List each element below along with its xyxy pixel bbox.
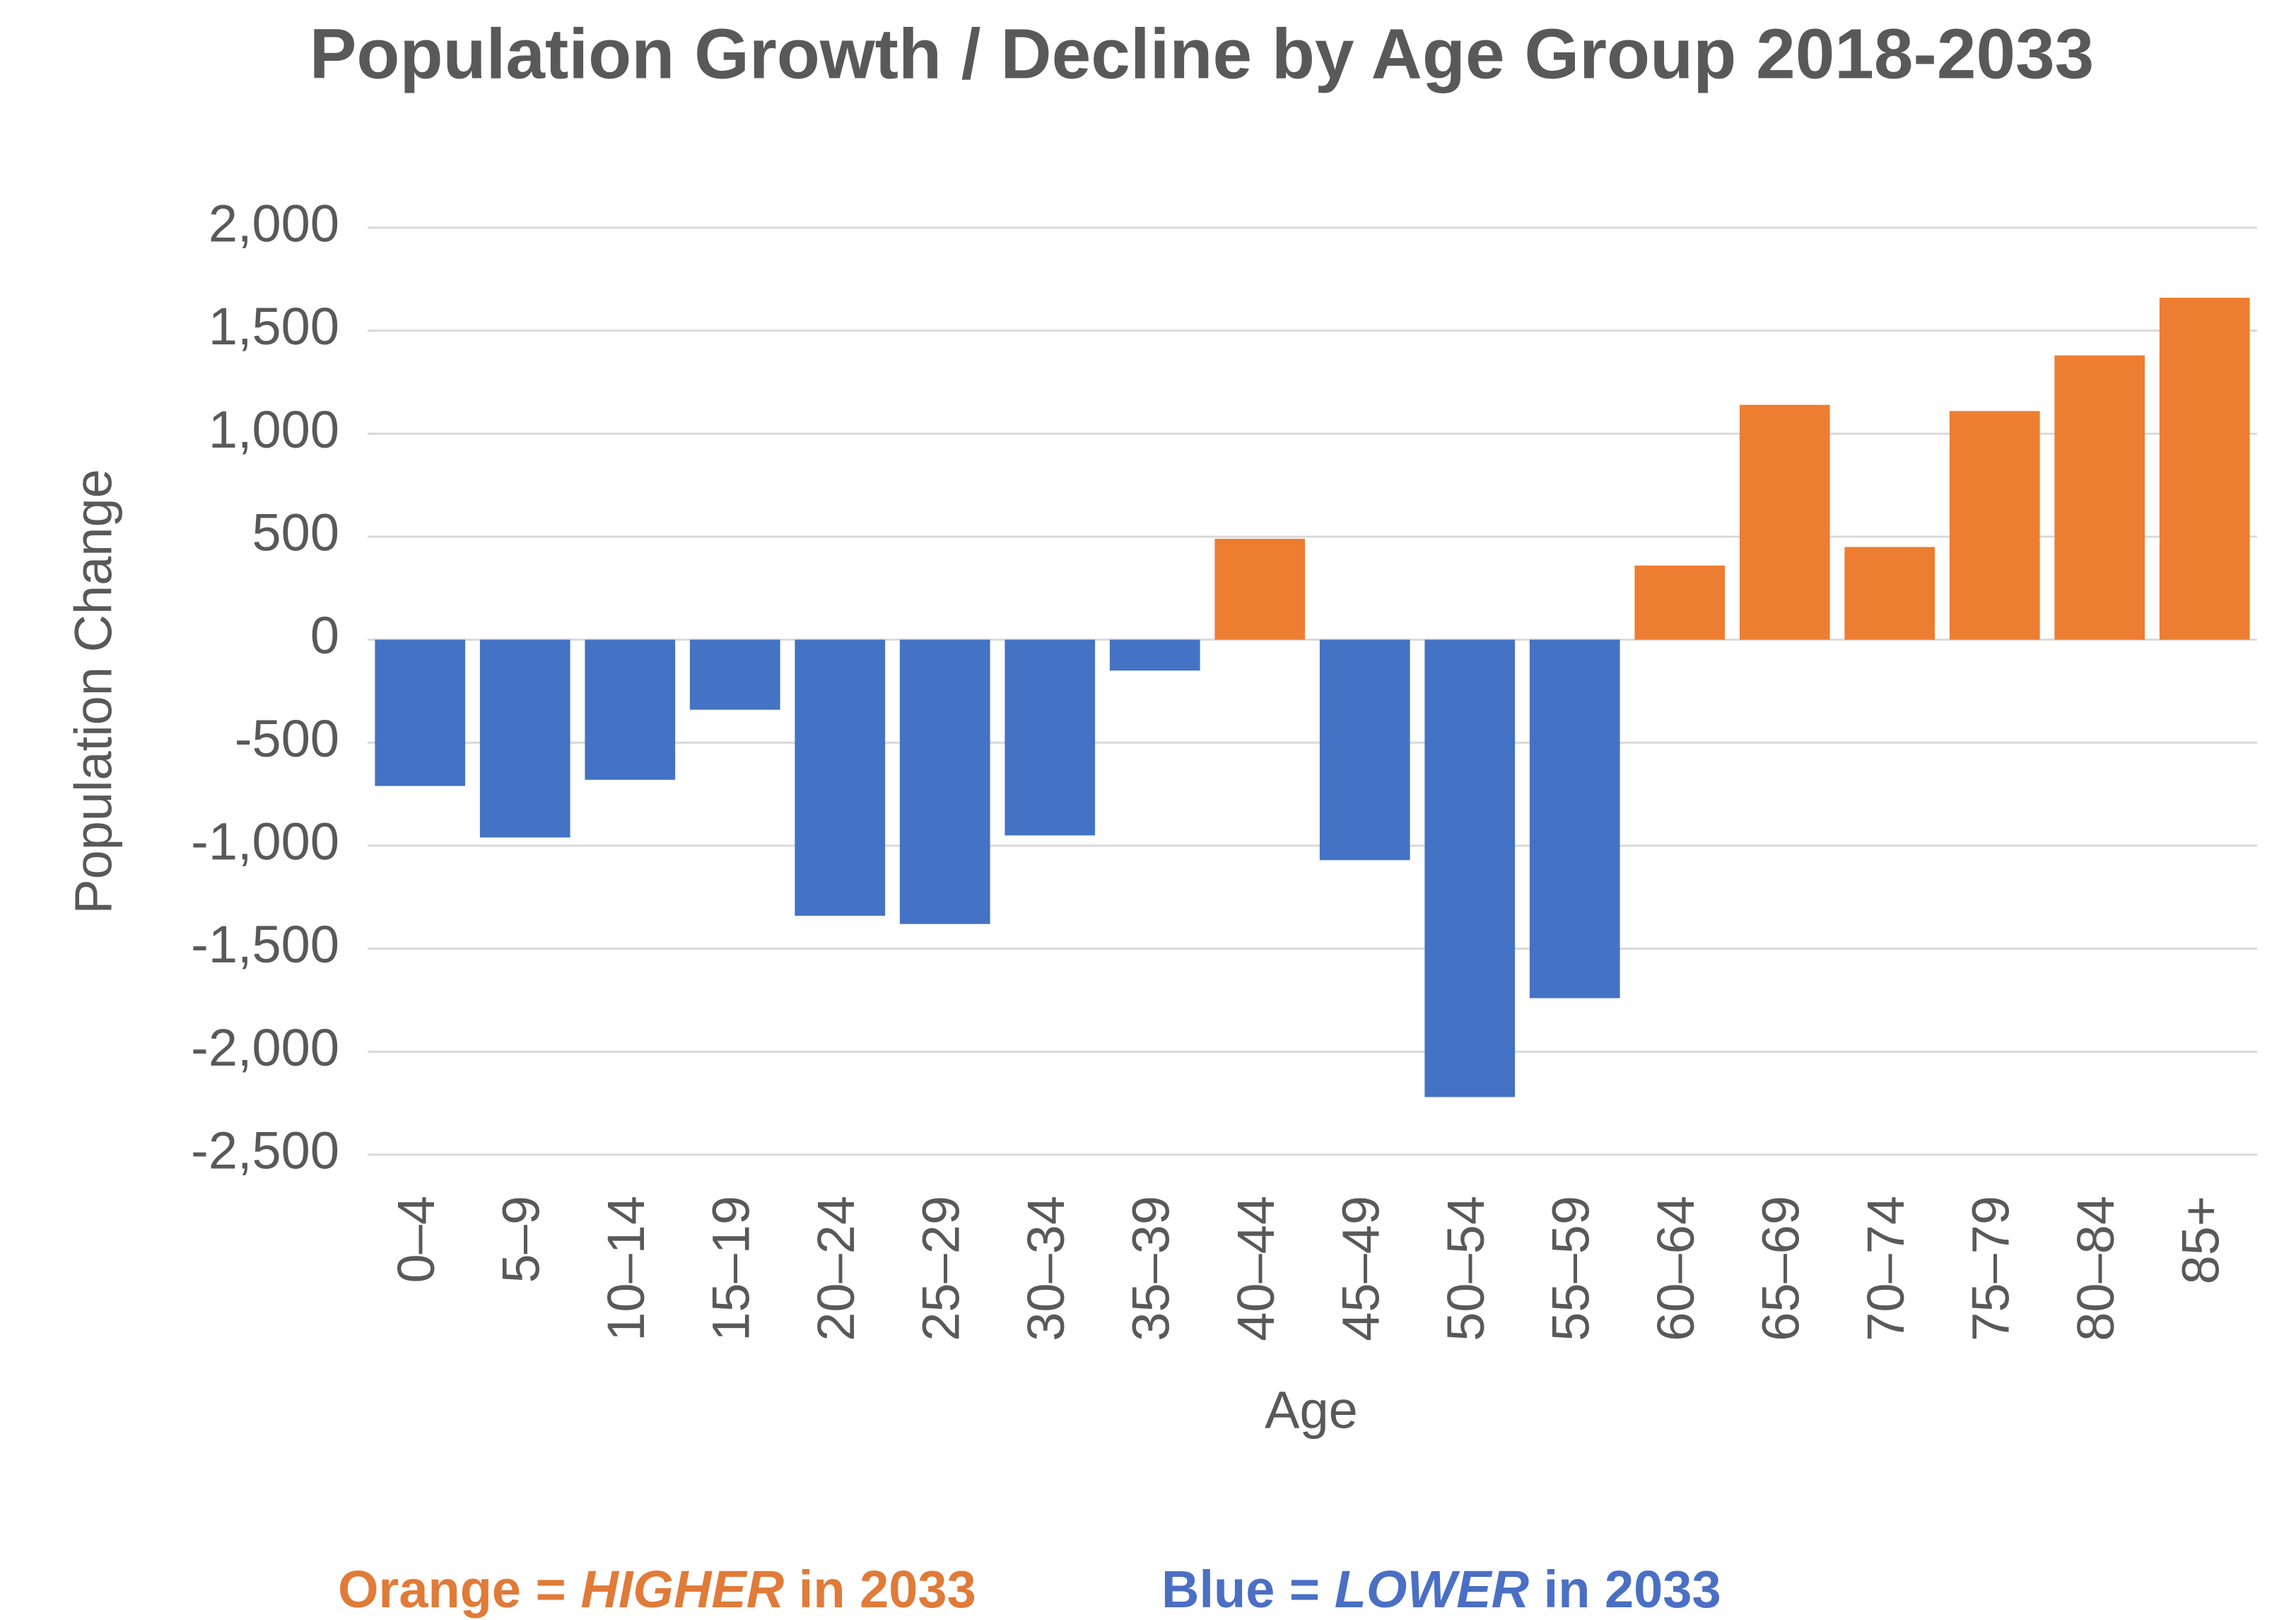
legend-note-part: HIGHER	[580, 1560, 784, 1619]
x-tick-label: 15–19	[701, 1196, 760, 1341]
y-tick-label: 1,500	[209, 297, 339, 356]
legend-note-part: Blue =	[1161, 1560, 1335, 1619]
x-tick-label: 85+	[2171, 1196, 2230, 1285]
bar	[1319, 639, 1410, 861]
x-tick-label: 55–59	[1541, 1196, 1600, 1341]
bar	[1529, 639, 1620, 998]
bar	[899, 639, 990, 924]
bar	[1844, 547, 1935, 640]
x-tick-label: 40–44	[1226, 1196, 1285, 1341]
x-tick-label: 0–4	[387, 1196, 445, 1283]
bar	[795, 639, 886, 916]
legend-note: Orange = HIGHER in 2033	[338, 1560, 976, 1619]
y-axis-title: Population Change	[64, 469, 123, 914]
bar	[689, 639, 780, 710]
bar	[585, 639, 676, 780]
x-tick-label: 75–79	[1961, 1196, 2020, 1341]
y-tick-label: -2,000	[191, 1018, 339, 1077]
bar	[1949, 411, 2040, 640]
bar	[1424, 639, 1516, 1097]
x-tick-label: 20–24	[807, 1196, 865, 1341]
x-tick-label: 60–64	[1646, 1196, 1705, 1341]
bar	[1634, 565, 1726, 640]
bar	[2159, 298, 2250, 640]
x-tick-label: 25–29	[911, 1196, 970, 1341]
bar	[1214, 538, 1306, 640]
y-tick-label: -1,000	[191, 812, 339, 871]
y-tick-label: -1,500	[191, 915, 339, 974]
legend-note-part: in 2033	[1529, 1560, 1721, 1619]
y-tick-label: -2,500	[191, 1121, 339, 1180]
legend-note-part: LOWER	[1335, 1560, 1529, 1619]
chart-title: Population Growth / Decline by Age Group…	[310, 14, 2095, 93]
legend-note: Blue = LOWER in 2033	[1161, 1560, 1721, 1619]
legend-note-part: in 2033	[784, 1560, 976, 1619]
x-tick-label: 70–74	[1856, 1196, 1915, 1341]
legend-note-part: Orange =	[338, 1560, 580, 1619]
x-tick-label: 45–49	[1331, 1196, 1390, 1341]
y-tick-label: 0	[310, 606, 339, 665]
y-tick-label: -500	[235, 709, 339, 768]
x-tick-label: 80–84	[2066, 1196, 2125, 1341]
bar	[479, 639, 570, 838]
x-tick-label: 35–39	[1121, 1196, 1180, 1341]
x-tick-label: 30–34	[1017, 1196, 1075, 1341]
bar	[1739, 404, 1830, 640]
bar	[1004, 639, 1096, 836]
bar	[1109, 639, 1200, 671]
y-tick-label: 500	[252, 503, 339, 562]
x-axis-title: Age	[1265, 1381, 1358, 1440]
x-tick-label: 5–9	[491, 1196, 550, 1283]
x-tick-label: 65–69	[1751, 1196, 1810, 1341]
y-tick-label: 2,000	[209, 194, 339, 253]
bar	[2054, 355, 2145, 640]
bar	[375, 639, 466, 786]
x-tick-label: 50–54	[1436, 1196, 1495, 1341]
x-tick-label: 10–14	[597, 1196, 655, 1341]
y-tick-label: 1,000	[209, 400, 339, 459]
